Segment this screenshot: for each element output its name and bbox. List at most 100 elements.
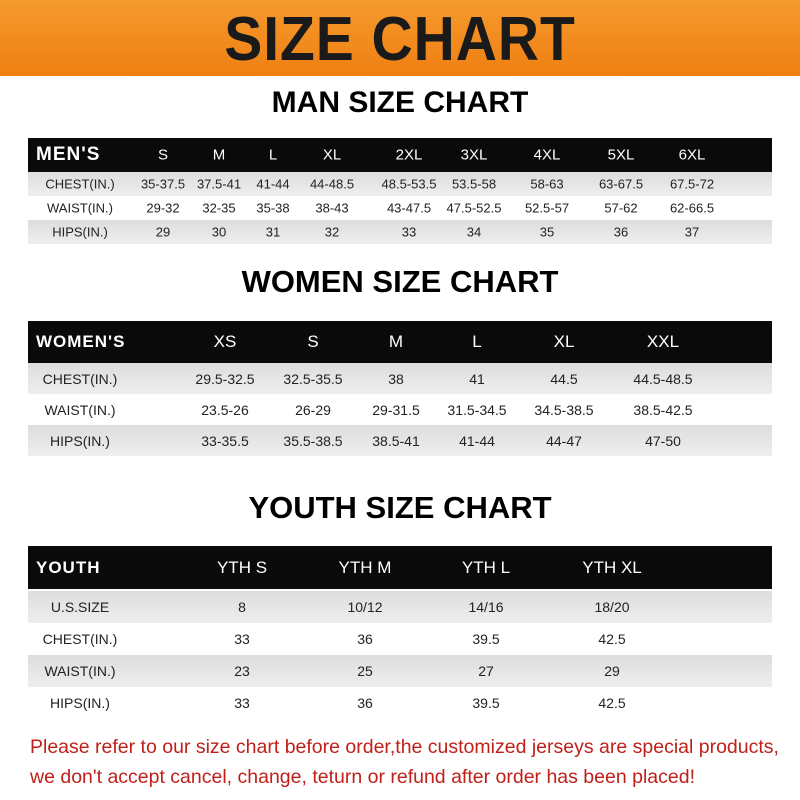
table-header: MEN'S S M L XL 2XL 3XL 4XL 5XL 6XL xyxy=(28,138,772,172)
table-cell: 36 xyxy=(613,224,629,240)
table-cell: 33 xyxy=(234,631,250,647)
size-column-header: M xyxy=(388,332,404,351)
table-row: WAIST(IN.) 29-32 32-35 35-38 38-43 43-47.5 47.… xyxy=(28,196,772,220)
size-column-header: YTH XL xyxy=(582,557,642,577)
size-column-header: L xyxy=(268,146,278,164)
table-row: CHEST(IN.) 33 36 39.5 42.5 xyxy=(28,623,772,655)
table-cell: 38-43 xyxy=(315,200,349,216)
table-cell: 29 xyxy=(604,663,620,679)
size-column-header: L xyxy=(472,332,482,351)
men-section-title: MAN SIZE CHART xyxy=(271,86,529,119)
size-column-header: 4XL xyxy=(533,146,561,164)
row-label: WAIST(IN.) xyxy=(44,663,116,679)
table-row: CHEST(IN.) 29.5-32.5 32.5-35.5 38 41 44.5 44.5… xyxy=(28,363,772,394)
table-cell: 27 xyxy=(478,663,494,679)
table-cell: 31.5-34.5 xyxy=(447,401,507,418)
header-label: YOUTH xyxy=(36,557,101,577)
table-cell: 48.5-53.5 xyxy=(381,176,437,192)
size-column-header: S xyxy=(157,146,169,164)
table-cell: 43-47.5 xyxy=(386,200,432,216)
row-label: WAIST(IN.) xyxy=(44,401,116,418)
table-cell: 29-32 xyxy=(146,200,180,216)
header-label: MEN'S xyxy=(36,144,101,165)
size-column-header: YTH S xyxy=(216,557,268,577)
size-column-header: 6XL xyxy=(678,146,706,164)
table-row: HIPS(IN.) 29 30 31 32 33 34 35 36 37 xyxy=(28,220,772,244)
table-cell: 53.5-58 xyxy=(451,176,497,192)
table-cell: 57-62 xyxy=(604,200,638,216)
page-title: SIZE CHART xyxy=(224,5,576,74)
notice-line-1: Please refer to our size chart before or… xyxy=(30,736,779,758)
size-column-header: M xyxy=(212,146,226,164)
table-cell: 18/20 xyxy=(594,599,630,615)
table-cell: 29-31.5 xyxy=(372,401,420,418)
notice-line-2: we don't accept cancel, change, teturn o… xyxy=(30,766,695,788)
table-cell: 30 xyxy=(211,224,227,240)
size-column-header: YTH M xyxy=(338,557,392,577)
table-cell: 38 xyxy=(388,370,404,387)
table-cell: 44.5-48.5 xyxy=(633,370,693,387)
table-cell: 31 xyxy=(265,224,281,240)
size-column-header: XL xyxy=(553,332,575,351)
table-cell: 47.5-52.5 xyxy=(446,200,502,216)
table-cell: 63-67.5 xyxy=(598,176,644,192)
row-label: CHEST(IN.) xyxy=(45,176,115,192)
size-column-header: YTH L xyxy=(461,557,511,577)
table-cell: 32 xyxy=(324,224,340,240)
table-cell: 23 xyxy=(234,663,250,679)
table-cell: 37 xyxy=(684,224,700,240)
table-cell: 47-50 xyxy=(645,432,681,449)
table-cell: 62-66.5 xyxy=(669,200,715,216)
table-row: CHEST(IN.) 35-37.5 37.5-41 41-44 44-48.5 48.5… xyxy=(28,172,772,196)
table-cell: 33 xyxy=(234,695,250,711)
size-column-header: XL xyxy=(322,146,342,164)
size-column-header: XS xyxy=(213,332,237,351)
table-cell: 41-44 xyxy=(256,176,290,192)
banner: SIZE CHART xyxy=(0,0,800,76)
table-cell: 33-35.5 xyxy=(201,432,249,449)
table-cell: 42.5 xyxy=(598,631,626,647)
table-row: WAIST(IN.) 23.5-26 26-29 29-31.5 31.5-34.5 34… xyxy=(28,394,772,425)
table-cell: 36 xyxy=(357,631,373,647)
row-label: HIPS(IN.) xyxy=(52,224,108,240)
table-cell: 39.5 xyxy=(472,695,500,711)
table-cell: 36 xyxy=(357,695,373,711)
row-label: HIPS(IN.) xyxy=(50,432,110,449)
table-cell: 44.5 xyxy=(550,370,578,387)
table-cell: 35.5-38.5 xyxy=(283,432,343,449)
table-cell: 33 xyxy=(401,224,417,240)
size-column-header: 2XL xyxy=(395,146,423,164)
header-label: WOMEN'S xyxy=(36,332,126,351)
women-section-title: WOMEN SIZE CHART xyxy=(241,264,559,299)
youth-section-title: YOUTH SIZE CHART xyxy=(248,490,552,525)
table-cell: 35 xyxy=(539,224,555,240)
table-header: WOMEN'S XS S M L XL XXL xyxy=(28,321,772,363)
row-label: CHEST(IN.) xyxy=(42,370,118,387)
table-cell: 52.5-57 xyxy=(524,200,570,216)
table-cell: 58-63 xyxy=(530,176,564,192)
row-label: HIPS(IN.) xyxy=(50,695,110,711)
table-cell: 41 xyxy=(469,370,485,387)
table-cell: 32.5-35.5 xyxy=(283,370,343,387)
table-cell: 41-44 xyxy=(459,432,495,449)
table-header: YOUTH YTH S YTH M YTH L YTH XL xyxy=(28,546,772,589)
table-cell: 26-29 xyxy=(295,401,331,418)
table-cell: 44-48.5 xyxy=(309,176,355,192)
table-cell: 44-47 xyxy=(546,432,582,449)
table-cell: 35-37.5 xyxy=(140,176,186,192)
table-cell: 39.5 xyxy=(472,631,500,647)
table-cell: 34 xyxy=(466,224,482,240)
table-cell: 29 xyxy=(155,224,171,240)
table-cell: 23.5-26 xyxy=(201,401,249,418)
table-cell: 35-38 xyxy=(256,200,290,216)
table-cell: 42.5 xyxy=(598,695,626,711)
table-cell: 38.5-42.5 xyxy=(633,401,693,418)
row-label: U.S.SIZE xyxy=(50,599,110,615)
table-row: HIPS(IN.) 33-35.5 35.5-38.5 38.5-41 41-44 44-… xyxy=(28,425,772,456)
table-cell: 10/12 xyxy=(347,599,383,615)
size-column-header: 3XL xyxy=(460,146,488,164)
row-label: WAIST(IN.) xyxy=(47,200,113,216)
table-row: HIPS(IN.) 33 36 39.5 42.5 xyxy=(28,687,772,719)
table-cell: 8 xyxy=(238,599,246,615)
table-cell: 37.5-41 xyxy=(196,176,242,192)
